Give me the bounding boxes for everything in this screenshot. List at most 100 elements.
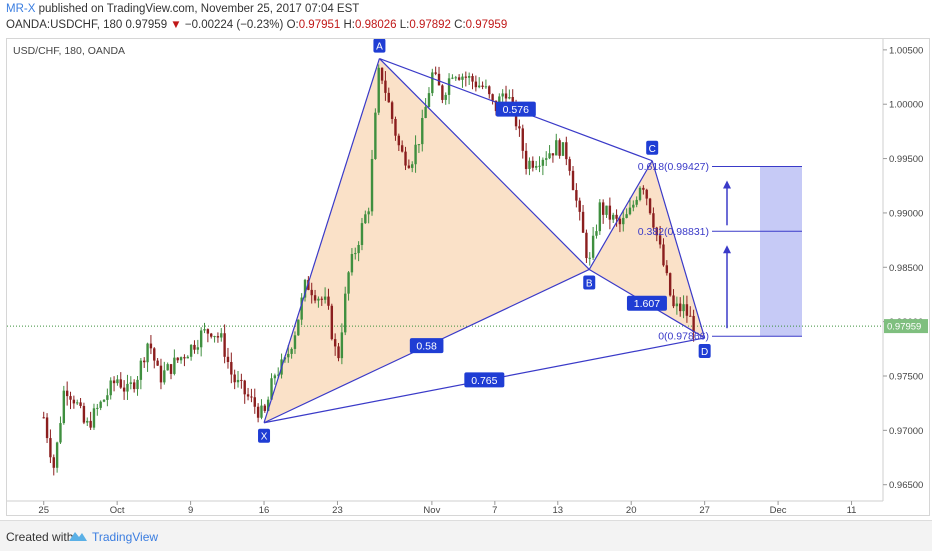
candle-body	[618, 218, 622, 225]
candle-body	[86, 420, 89, 423]
point-label-bg	[698, 343, 711, 358]
candle-body	[457, 77, 461, 80]
candle-body	[173, 357, 176, 374]
candle-body	[92, 408, 96, 428]
published-text: published on TradingView.com, November 2…	[38, 3, 360, 15]
candle-body	[132, 382, 136, 390]
x-tick-label: 13	[552, 505, 563, 515]
candle-body	[310, 289, 313, 296]
candle-body	[451, 77, 454, 79]
candle-body	[206, 329, 210, 334]
candle-body	[638, 187, 642, 200]
candle-body	[474, 81, 478, 88]
candle-body	[595, 231, 598, 236]
candle-body	[625, 214, 628, 218]
author-link[interactable]: MR-X	[6, 3, 36, 15]
candle-body	[504, 93, 508, 99]
x-tick-label: 16	[259, 505, 270, 515]
candle-body	[179, 357, 183, 361]
candle-body	[330, 305, 334, 340]
chart-area[interactable]: 1.005001.000000.995000.990000.985000.980…	[6, 38, 930, 516]
ratio-label-bg	[626, 295, 667, 311]
candle-body	[344, 293, 347, 333]
point-label: X	[261, 432, 268, 443]
candle-body	[357, 244, 360, 254]
candle-body	[682, 304, 685, 312]
candle-body	[427, 93, 431, 107]
y-tick-label: 0.97500	[889, 371, 923, 382]
candle-body	[189, 344, 193, 357]
ratio-label-bg	[409, 338, 444, 354]
point-label-bg	[373, 39, 386, 53]
candle-body	[139, 360, 143, 380]
candle-body	[541, 159, 545, 166]
candle-body	[226, 356, 230, 363]
candle-body	[119, 379, 122, 388]
candle-body	[166, 364, 169, 371]
ratio-label: 0.576	[503, 104, 529, 116]
candle-body	[364, 214, 367, 224]
candle-body	[143, 360, 146, 363]
candle-body	[434, 72, 437, 74]
y-tick-label: 0.98500	[889, 263, 923, 274]
candle-body	[233, 374, 236, 383]
candle-body	[52, 457, 55, 468]
candle-body	[129, 382, 133, 384]
footer-bar: Created with TradingView	[0, 520, 932, 551]
candle-body	[615, 214, 618, 219]
candles-group	[42, 64, 695, 476]
candle-body	[240, 379, 243, 381]
candle-body	[45, 417, 49, 439]
x-tick-label: Nov	[423, 505, 440, 515]
chart-title: USD/CHF, 180, OANDA	[13, 45, 125, 57]
candle-body	[501, 93, 504, 97]
candle-body	[72, 399, 76, 404]
last-price-tag: 0.97959	[887, 322, 921, 333]
candle-body	[327, 296, 330, 306]
header-line-1: MR-X published on TradingView.com, Novem…	[6, 3, 359, 15]
candle-body	[404, 151, 407, 166]
candle-body	[55, 442, 59, 468]
low-value: 0.97892	[409, 19, 451, 31]
candle-body	[424, 106, 427, 118]
candle-body	[655, 227, 658, 236]
y-tick-label: 1.00000	[889, 100, 923, 111]
candle-body	[400, 145, 404, 152]
candle-body	[652, 213, 655, 228]
candle-body	[601, 202, 605, 215]
ratio-label-bg	[464, 372, 505, 388]
candle-body	[414, 144, 417, 165]
candle-body	[122, 387, 126, 392]
candle-body	[689, 315, 692, 317]
point-label-bg	[258, 428, 271, 443]
candle-body	[675, 303, 679, 307]
x-tick-label: 25	[38, 505, 49, 515]
candle-body	[236, 379, 240, 383]
candle-body	[668, 273, 672, 296]
candle-body	[642, 187, 645, 190]
created-with-text: Created with	[6, 530, 74, 544]
arrowhead-icon	[723, 245, 731, 254]
tradingview-link[interactable]: TradingView	[92, 530, 159, 544]
candle-body	[407, 165, 411, 168]
candle-body	[256, 406, 260, 418]
arrowhead-icon	[723, 180, 731, 189]
fib-level-label: 0.382(0.98831)	[638, 226, 709, 238]
price-chart[interactable]: 1.005001.000000.995000.990000.985000.980…	[7, 39, 929, 515]
candle-body	[431, 72, 434, 94]
last-price-tag-bg	[884, 319, 928, 334]
candle-body	[518, 126, 521, 129]
leg-cd	[651, 160, 706, 339]
candle-body	[317, 298, 320, 301]
candle-body	[146, 343, 149, 363]
candle-body	[270, 378, 273, 400]
candle-body	[471, 76, 474, 82]
price-change: −0.00224 (−0.23%)	[184, 19, 284, 31]
candle-body	[390, 102, 394, 119]
last-price: 0.97959	[125, 19, 168, 31]
candle-body	[534, 166, 538, 168]
candle-body	[488, 86, 491, 95]
candle-body	[347, 272, 350, 294]
y-tick-label: 0.96500	[889, 480, 923, 491]
candle-body	[266, 399, 270, 411]
